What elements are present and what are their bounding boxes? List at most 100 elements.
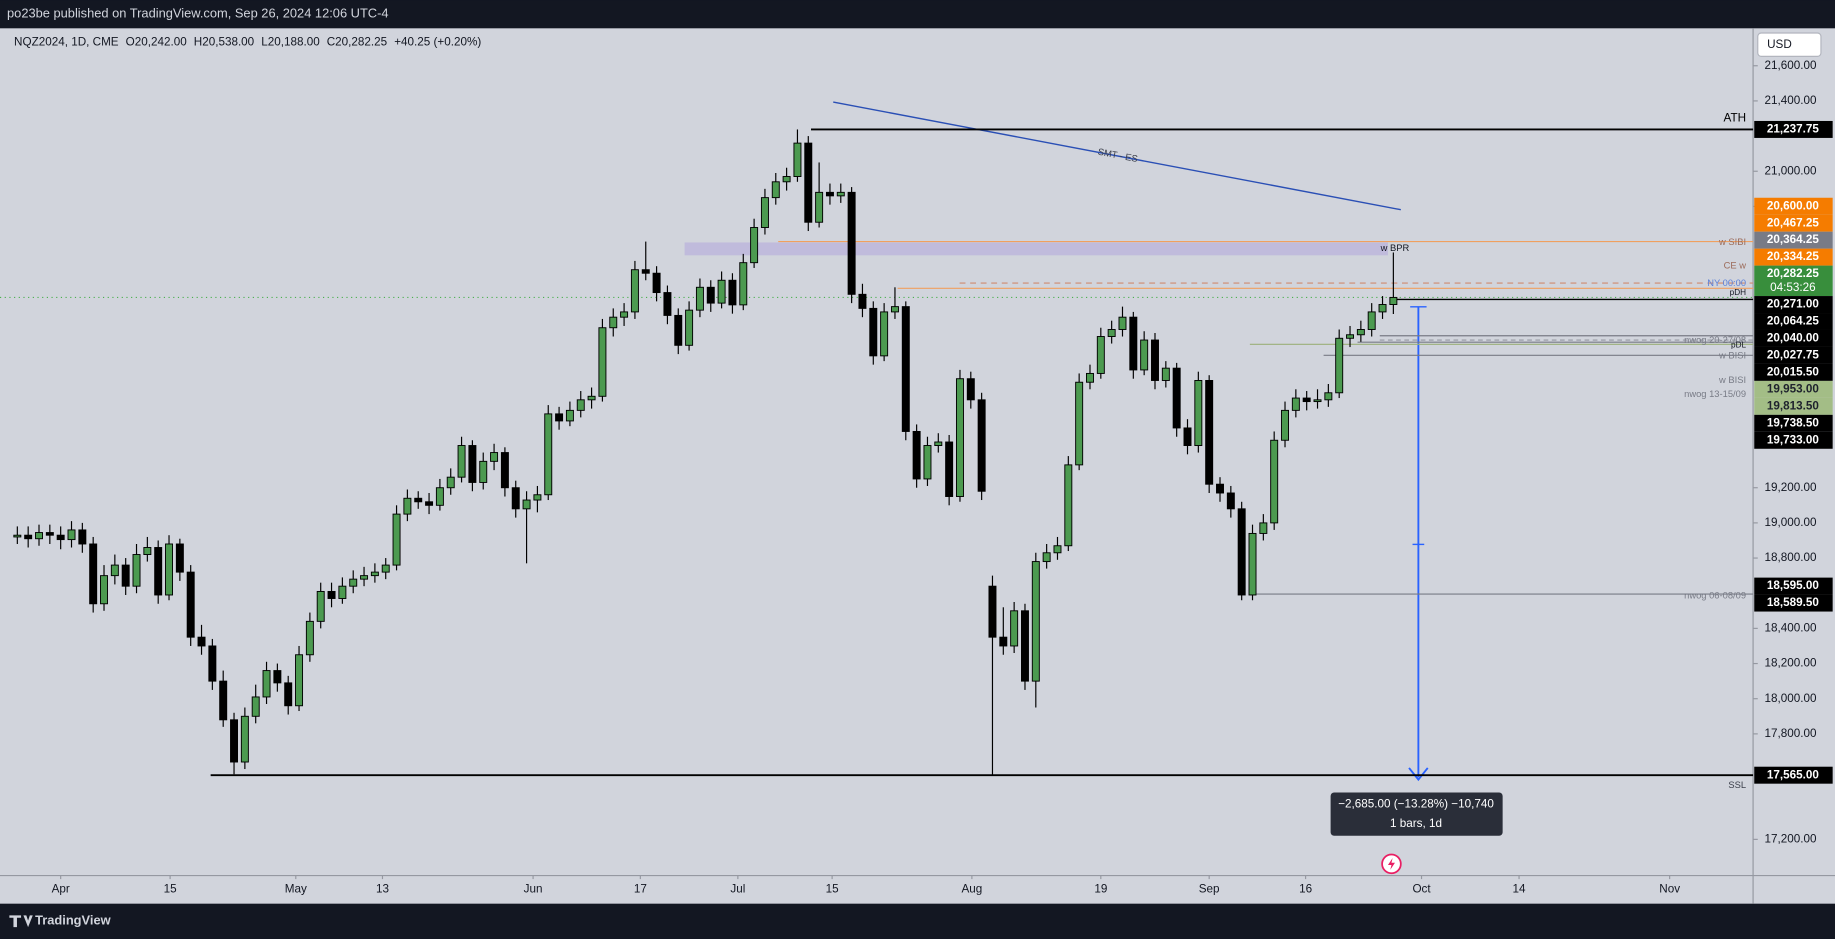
candle-body <box>251 696 260 717</box>
annotation: nwog 06-08/09 <box>1684 590 1746 600</box>
candle-body <box>1335 337 1344 394</box>
candle-body <box>923 445 932 480</box>
candle-body <box>782 176 791 183</box>
candle-body <box>728 279 737 306</box>
candle-body <box>1172 367 1181 429</box>
price-tag-label: 20,027.75 <box>1767 349 1819 362</box>
candle-body <box>457 445 466 478</box>
candle-body <box>988 585 997 638</box>
candle-body <box>425 501 434 506</box>
price-tag <box>1754 577 1833 595</box>
candle-body <box>1118 316 1127 330</box>
price-tag <box>1754 296 1833 314</box>
price-tag-label: 19,953.00 <box>1767 382 1819 395</box>
y-tick-label: 21,600.00 <box>1765 59 1817 72</box>
candle-body <box>1140 339 1149 371</box>
candle-body <box>45 532 54 536</box>
candle-body <box>446 476 455 489</box>
price-tag-label: 20,040.00 <box>1767 332 1819 345</box>
price-tag-label: 20,064.25 <box>1767 315 1819 328</box>
price-tag-label: 20,467.25 <box>1767 216 1819 229</box>
candle-body <box>1096 336 1105 374</box>
candle-body <box>165 543 174 596</box>
candle-body <box>652 272 661 294</box>
candle-body <box>630 269 639 313</box>
candle-body <box>479 460 488 483</box>
currency-button[interactable] <box>1757 32 1822 57</box>
candle-body <box>1378 304 1387 313</box>
candle-body <box>1389 296 1398 305</box>
symbol: NQZ2024, 1D, CME <box>14 35 119 48</box>
candle-body <box>1183 427 1192 446</box>
y-tick-label: 19,000.00 <box>1765 516 1817 529</box>
candle-body <box>1064 464 1073 547</box>
candle-body <box>490 452 499 462</box>
price-tag-label: 20,271.00 <box>1767 298 1819 311</box>
measure-head <box>1408 767 1429 782</box>
ohlc-value: +40.25 (+0.20%) <box>394 35 481 48</box>
candle-body <box>13 534 22 538</box>
x-tick-label: 19 <box>1094 883 1107 896</box>
annotation: w BISI <box>1718 375 1746 385</box>
candle-body <box>1237 508 1246 596</box>
x-tick-label: 15 <box>164 883 178 896</box>
candle-body <box>295 654 304 707</box>
candle-body <box>825 191 834 197</box>
candle-body <box>620 311 629 318</box>
candle-body <box>804 142 813 223</box>
candle-body <box>175 543 184 573</box>
x-tick-label: 15 <box>826 883 840 896</box>
candle-body <box>316 590 325 622</box>
price-tag <box>1754 594 1833 612</box>
candle-body <box>771 181 780 199</box>
candle-body <box>338 585 347 599</box>
candle-body <box>1010 610 1019 647</box>
candle-body <box>1324 392 1333 401</box>
candle-body <box>349 578 358 587</box>
y-tick-label: 18,200.00 <box>1765 657 1817 670</box>
price-countdown: 04:53:26 <box>1770 281 1816 294</box>
candle-body <box>858 293 867 309</box>
candle-body <box>1075 381 1084 466</box>
annotation: CE w <box>1724 260 1747 270</box>
candle-body <box>1259 522 1268 534</box>
y-tick-label: 18,400.00 <box>1765 621 1817 634</box>
candle-body <box>1291 397 1300 411</box>
candle-body <box>468 445 477 483</box>
price-tag <box>1754 363 1833 381</box>
price-tag <box>1754 346 1833 364</box>
candle-body <box>685 309 694 346</box>
candle-body <box>750 227 759 264</box>
candle-body <box>24 534 33 540</box>
price-tag-label: 17,565.00 <box>1767 768 1819 781</box>
price-tag <box>1754 766 1833 784</box>
candle-body <box>284 682 293 707</box>
candle-body <box>1161 367 1170 381</box>
price-tag <box>1754 380 1833 398</box>
candle-body <box>35 532 43 540</box>
candle-body <box>641 269 650 274</box>
y-tick-label: 17,800.00 <box>1765 727 1817 740</box>
candle-body <box>544 413 553 496</box>
candle-body <box>533 494 542 501</box>
candle-body <box>219 680 228 721</box>
candle-body <box>706 286 715 304</box>
candle-body <box>273 670 282 684</box>
candle-body <box>262 670 271 698</box>
candle-body <box>587 395 596 401</box>
annotation: nwog 13-15/09 <box>1684 389 1746 399</box>
ohlc-value: O20,242.00 <box>126 35 188 48</box>
price-tag-label: 20,334.25 <box>1767 250 1819 263</box>
annotation: nwog 20-27/08 <box>1684 335 1746 345</box>
price-tag <box>1754 197 1833 215</box>
candle-body <box>1151 339 1159 381</box>
candle-body <box>1270 439 1279 524</box>
footer-brand: TradingView <box>35 913 112 928</box>
candle-body <box>1281 409 1289 441</box>
candle-body <box>1194 380 1203 446</box>
bpr-zone <box>684 242 1388 256</box>
candle-body <box>154 547 163 596</box>
candle-body <box>999 636 1008 647</box>
candle-body <box>912 430 921 480</box>
candle-body <box>717 279 726 304</box>
